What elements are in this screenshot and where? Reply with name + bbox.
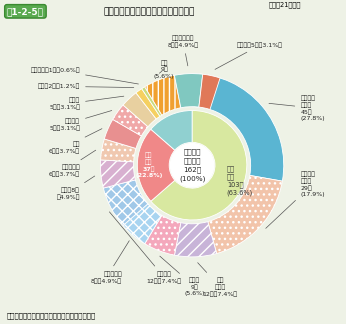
- Text: 人的
要因
103件
(63.6%): 人的 要因 103件 (63.6%): [227, 166, 253, 196]
- Wedge shape: [137, 129, 175, 201]
- Wedge shape: [192, 74, 284, 181]
- Wedge shape: [100, 160, 135, 188]
- Text: 維持管理
不十分
45件
(27.8%): 維持管理 不十分 45件 (27.8%): [269, 95, 325, 121]
- Text: 不明
9件
(5.6%): 不明 9件 (5.6%): [154, 60, 174, 79]
- Wedge shape: [101, 139, 136, 162]
- Text: 第1-2-5図: 第1-2-5図: [7, 7, 44, 16]
- Text: 操作未実施
8件（4.9%）: 操作未実施 8件（4.9%）: [91, 241, 129, 284]
- Wedge shape: [145, 215, 181, 255]
- Wedge shape: [104, 120, 142, 148]
- Wedge shape: [174, 222, 217, 257]
- Wedge shape: [136, 89, 160, 119]
- Circle shape: [171, 144, 214, 187]
- Text: 監視
不十分
12件（7.4%）: 監視 不十分 12件（7.4%）: [198, 263, 238, 297]
- Text: 破損
6件（3.7%）: 破損 6件（3.7%）: [49, 129, 102, 154]
- Text: （平成21年中）: （平成21年中）: [269, 2, 301, 8]
- Text: 物的
要因
37件
(22.8%): 物的 要因 37件 (22.8%): [135, 152, 163, 178]
- Wedge shape: [208, 175, 282, 253]
- Text: 故障　8件
（4.9%）: 故障 8件 （4.9%）: [57, 176, 95, 200]
- Text: 設計不良
12件（7.4%）: 設計不良 12件（7.4%）: [109, 212, 182, 284]
- Wedge shape: [151, 110, 247, 220]
- Wedge shape: [145, 75, 181, 115]
- Text: 操作確認
不十分
29件
(17.9%): 操作確認 不十分 29件 (17.9%): [266, 171, 325, 228]
- Text: 誤操作
9件
(5.6%): 誤操作 9件 (5.6%): [160, 256, 205, 296]
- Wedge shape: [174, 74, 203, 108]
- Text: 放火等
5件（3.1%）: 放火等 5件（3.1%）: [49, 96, 124, 110]
- Text: 施工不良
5件（3.1%）: 施工不良 5件（3.1%）: [49, 110, 112, 131]
- Text: 危険物施設における火災事故発生原因: 危険物施設における火災事故発生原因: [104, 7, 195, 16]
- Text: 交通事故　1件（0.6%）: 交通事故 1件（0.6%）: [30, 67, 138, 84]
- Wedge shape: [123, 93, 156, 127]
- Wedge shape: [199, 74, 220, 110]
- Text: 調査中　5件（3.1%）: 調査中 5件（3.1%）: [215, 42, 283, 69]
- Text: （備考）「危険物に係る事故報告」により作成: （備考）「危険物に係る事故報告」により作成: [7, 313, 96, 319]
- Text: その他の要因
8件（4.9%）: その他の要因 8件（4.9%）: [167, 36, 199, 66]
- Wedge shape: [123, 204, 162, 244]
- Wedge shape: [142, 87, 162, 116]
- Text: 火災事故
発生総数
162件
(100%): 火災事故 発生総数 162件 (100%): [179, 148, 205, 182]
- Wedge shape: [103, 180, 148, 226]
- Wedge shape: [151, 110, 192, 150]
- Wedge shape: [113, 105, 148, 136]
- Text: 頻焼　2件（1.2%）: 頻焼 2件（1.2%）: [38, 84, 134, 89]
- Text: 腐食等劣化
6件（3.7%）: 腐食等劣化 6件（3.7%）: [49, 150, 96, 177]
